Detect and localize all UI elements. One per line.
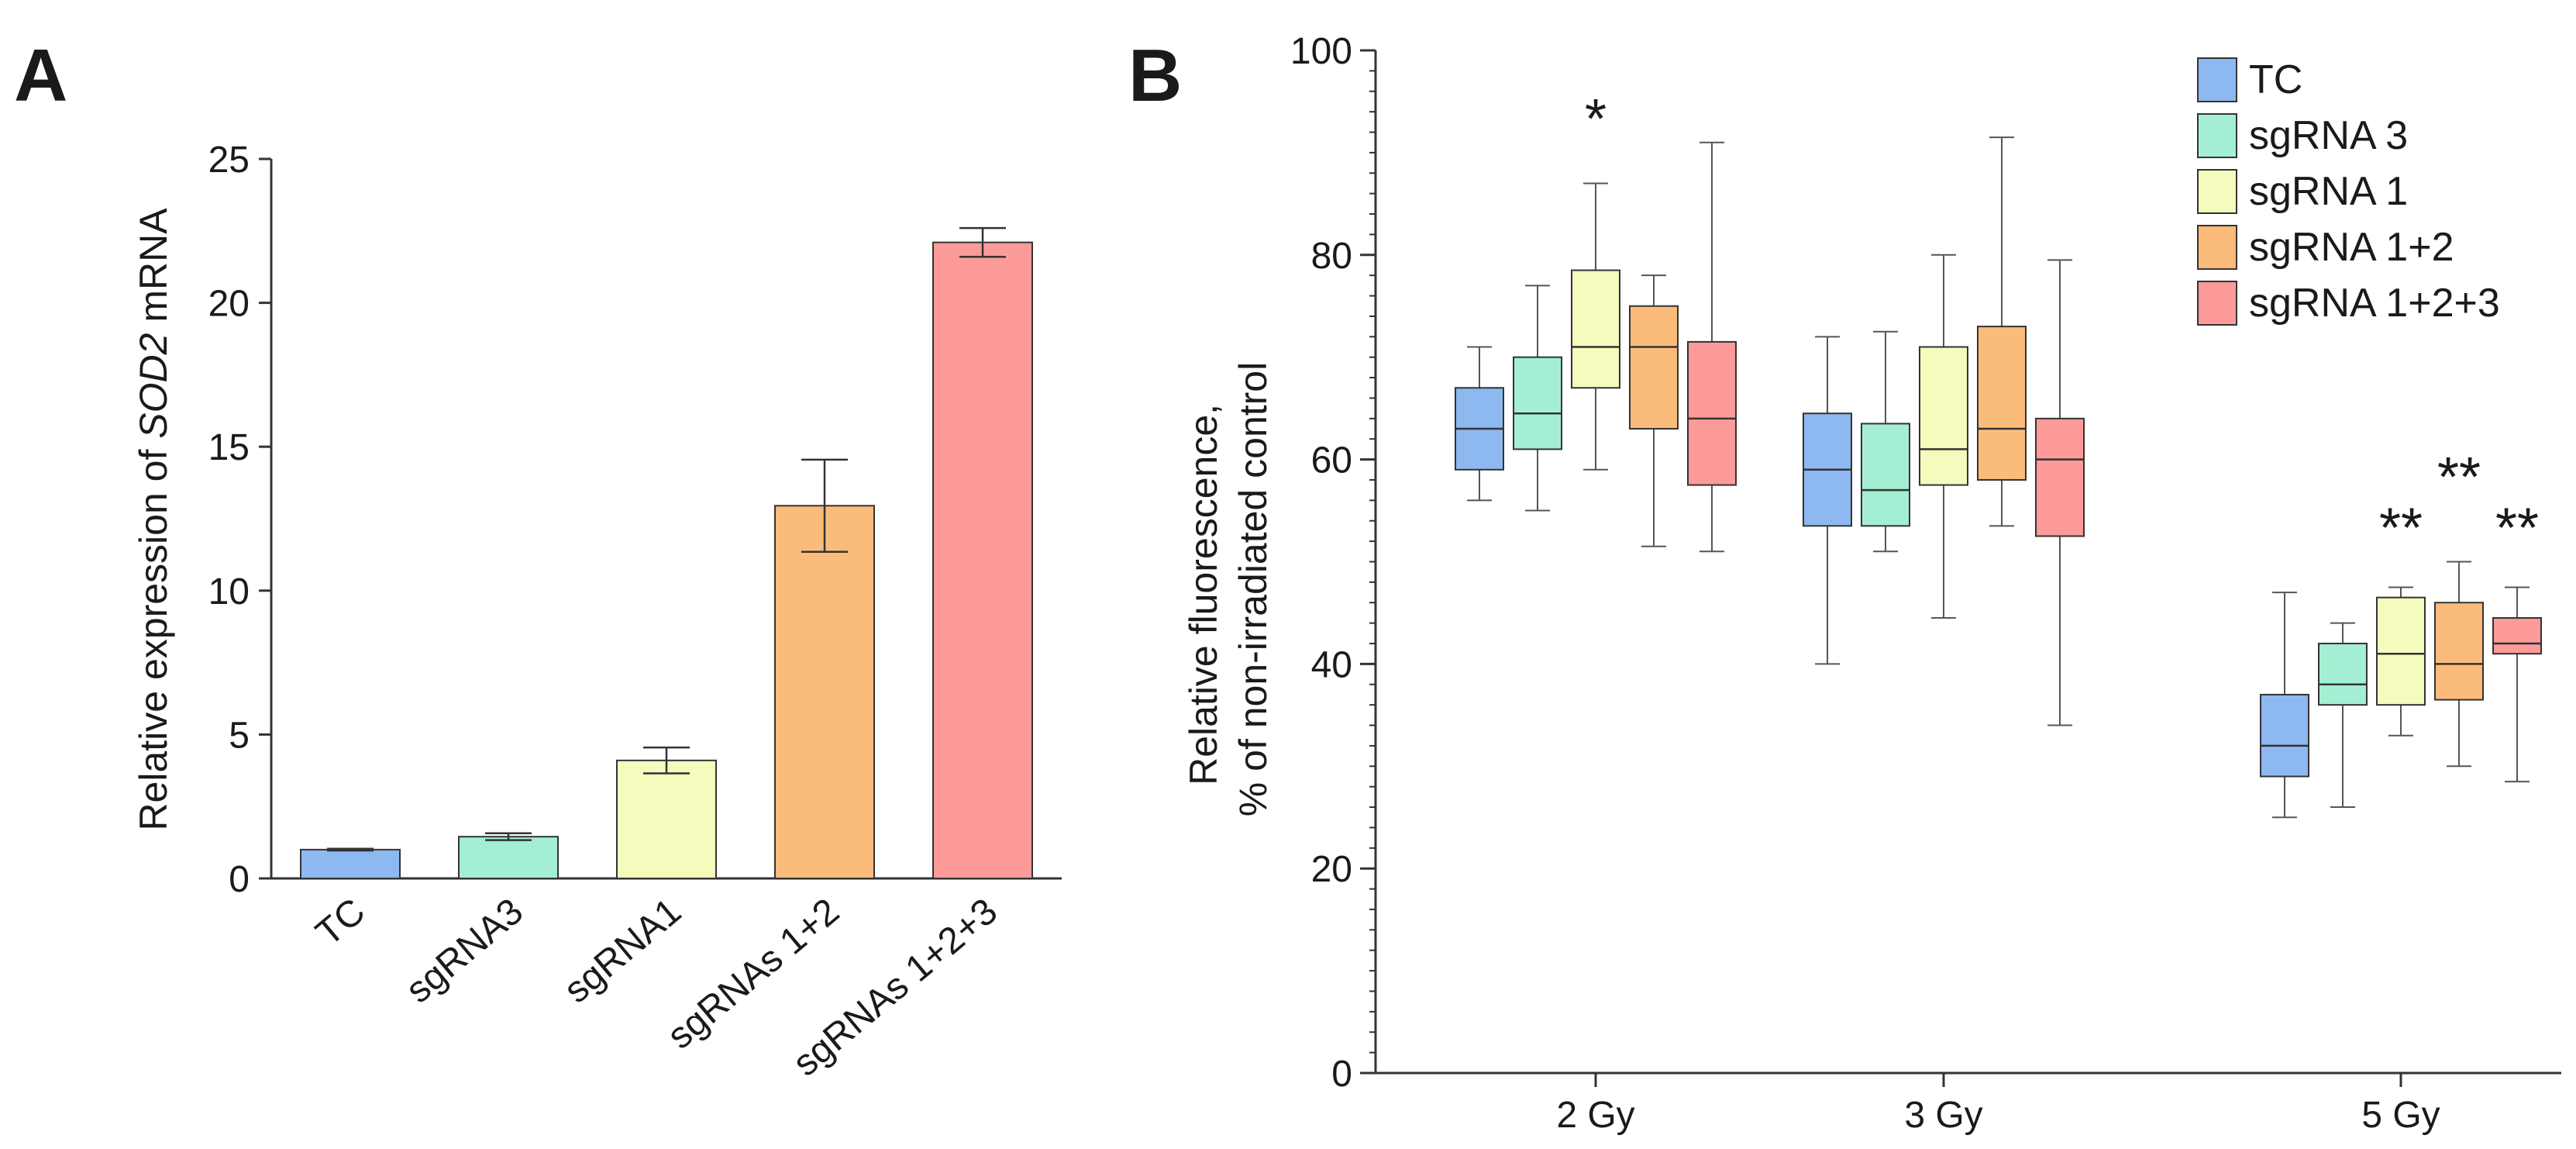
panel-b-legend-swatch xyxy=(2197,281,2237,326)
panel-a-y-tick-label: 20 xyxy=(208,284,250,325)
panel-a-bar xyxy=(932,241,1033,879)
panel-b-box xyxy=(1513,356,1562,450)
panel-b-box xyxy=(1977,326,2027,481)
ylabel-gene: SOD2 xyxy=(132,333,175,438)
panel-b-box-plot: B Relative fluorescence, % of non-irradi… xyxy=(1128,31,2561,1136)
panel-a-y-tick-label: 10 xyxy=(208,571,250,612)
panel-b-box xyxy=(2035,417,2085,537)
panel-b-legend-label: sgRNA 3 xyxy=(2249,113,2408,158)
panel-b-legend-label: sgRNA 1+2+3 xyxy=(2249,281,2500,326)
panel-a-bar xyxy=(300,848,401,880)
panel-b-box xyxy=(2260,693,2309,778)
panel-b-legend: TC sgRNA 3 sgRNA 1 sgRNA 1+2 sgRNA 1+2+3 xyxy=(2197,57,2500,326)
panel-a-y-tick-label: 5 xyxy=(229,715,250,756)
panel-b-x-tick-label: 5 Gy xyxy=(2361,1095,2440,1136)
panel-a-x-tick-label: sgRNA1 xyxy=(556,891,689,1011)
panel-a-bar xyxy=(774,505,875,880)
panel-b-y-tick-label: 100 xyxy=(1290,31,1352,72)
panel-b-y-tick-label: 80 xyxy=(1311,236,1352,277)
panel-b-box xyxy=(1861,423,1910,527)
panel-a-y-axis-label: Relative expression of SOD2 mRNA xyxy=(132,208,175,831)
ylabel-prefix: Relative expression of xyxy=(132,439,175,831)
ylabel-line1: Relative fluorescence, xyxy=(1182,404,1225,785)
panel-a-y-tick-label: 15 xyxy=(208,427,250,468)
panel-a-label: A xyxy=(14,34,67,117)
panel-b-legend-label: sgRNA 1 xyxy=(2249,169,2408,214)
panel-b-label: B xyxy=(1128,34,1182,117)
panel-b-box xyxy=(1629,305,1679,430)
panel-b-y-tick-label: 20 xyxy=(1311,849,1352,890)
panel-a-x-tick-label: TC xyxy=(308,891,373,954)
panel-b-box xyxy=(1687,340,1737,486)
panel-b-significance-marker: ** xyxy=(2437,447,2481,509)
panel-a-bar xyxy=(616,759,717,879)
panel-b-y-tick-label: 40 xyxy=(1311,644,1352,685)
panel-b-legend-swatch xyxy=(2197,225,2237,270)
panel-b-legend-swatch xyxy=(2197,113,2237,158)
ylabel-line2: % of non-irradiated control xyxy=(1231,362,1275,816)
ylabel-suffix: mRNA xyxy=(132,208,175,333)
panel-b-legend-swatch xyxy=(2197,169,2237,214)
panel-b-box xyxy=(2376,596,2426,706)
panel-b-significance-marker: * xyxy=(1585,88,1607,150)
panel-a-bar-chart: A Relative expression of SOD2 mRNA 0 5 10 1… xyxy=(14,34,1062,1085)
panel-b-box xyxy=(2318,643,2368,706)
panel-b-legend-label: TC xyxy=(2249,57,2302,102)
panel-b-box xyxy=(1919,346,1968,486)
panel-b-y-tick-label: 60 xyxy=(1311,440,1352,481)
panel-b-significance-marker: ** xyxy=(2379,498,2423,560)
panel-b-legend-label: sgRNA 1+2 xyxy=(2249,225,2454,270)
panel-a-bar xyxy=(458,836,559,880)
panel-a-y-tick-label: 0 xyxy=(229,859,250,900)
panel-b-legend-swatch xyxy=(2197,57,2237,102)
panel-b-significance-marker: ** xyxy=(2495,498,2539,560)
panel-a-x-tick-label: sgRNA3 xyxy=(398,891,531,1011)
panel-b-y-tick-label: 0 xyxy=(1331,1054,1352,1095)
panel-b-box xyxy=(2434,602,2484,701)
panel-b-x-tick-label: 2 Gy xyxy=(1556,1095,1634,1136)
panel-a-y-tick-label: 25 xyxy=(208,140,250,181)
panel-b-x-tick-label: 3 Gy xyxy=(1904,1095,1982,1136)
panel-b-y-axis-label: Relative fluorescence, % of non-irradiat… xyxy=(1182,362,1275,816)
panel-b-box xyxy=(2492,617,2542,655)
panel-b-box xyxy=(1571,269,1620,389)
